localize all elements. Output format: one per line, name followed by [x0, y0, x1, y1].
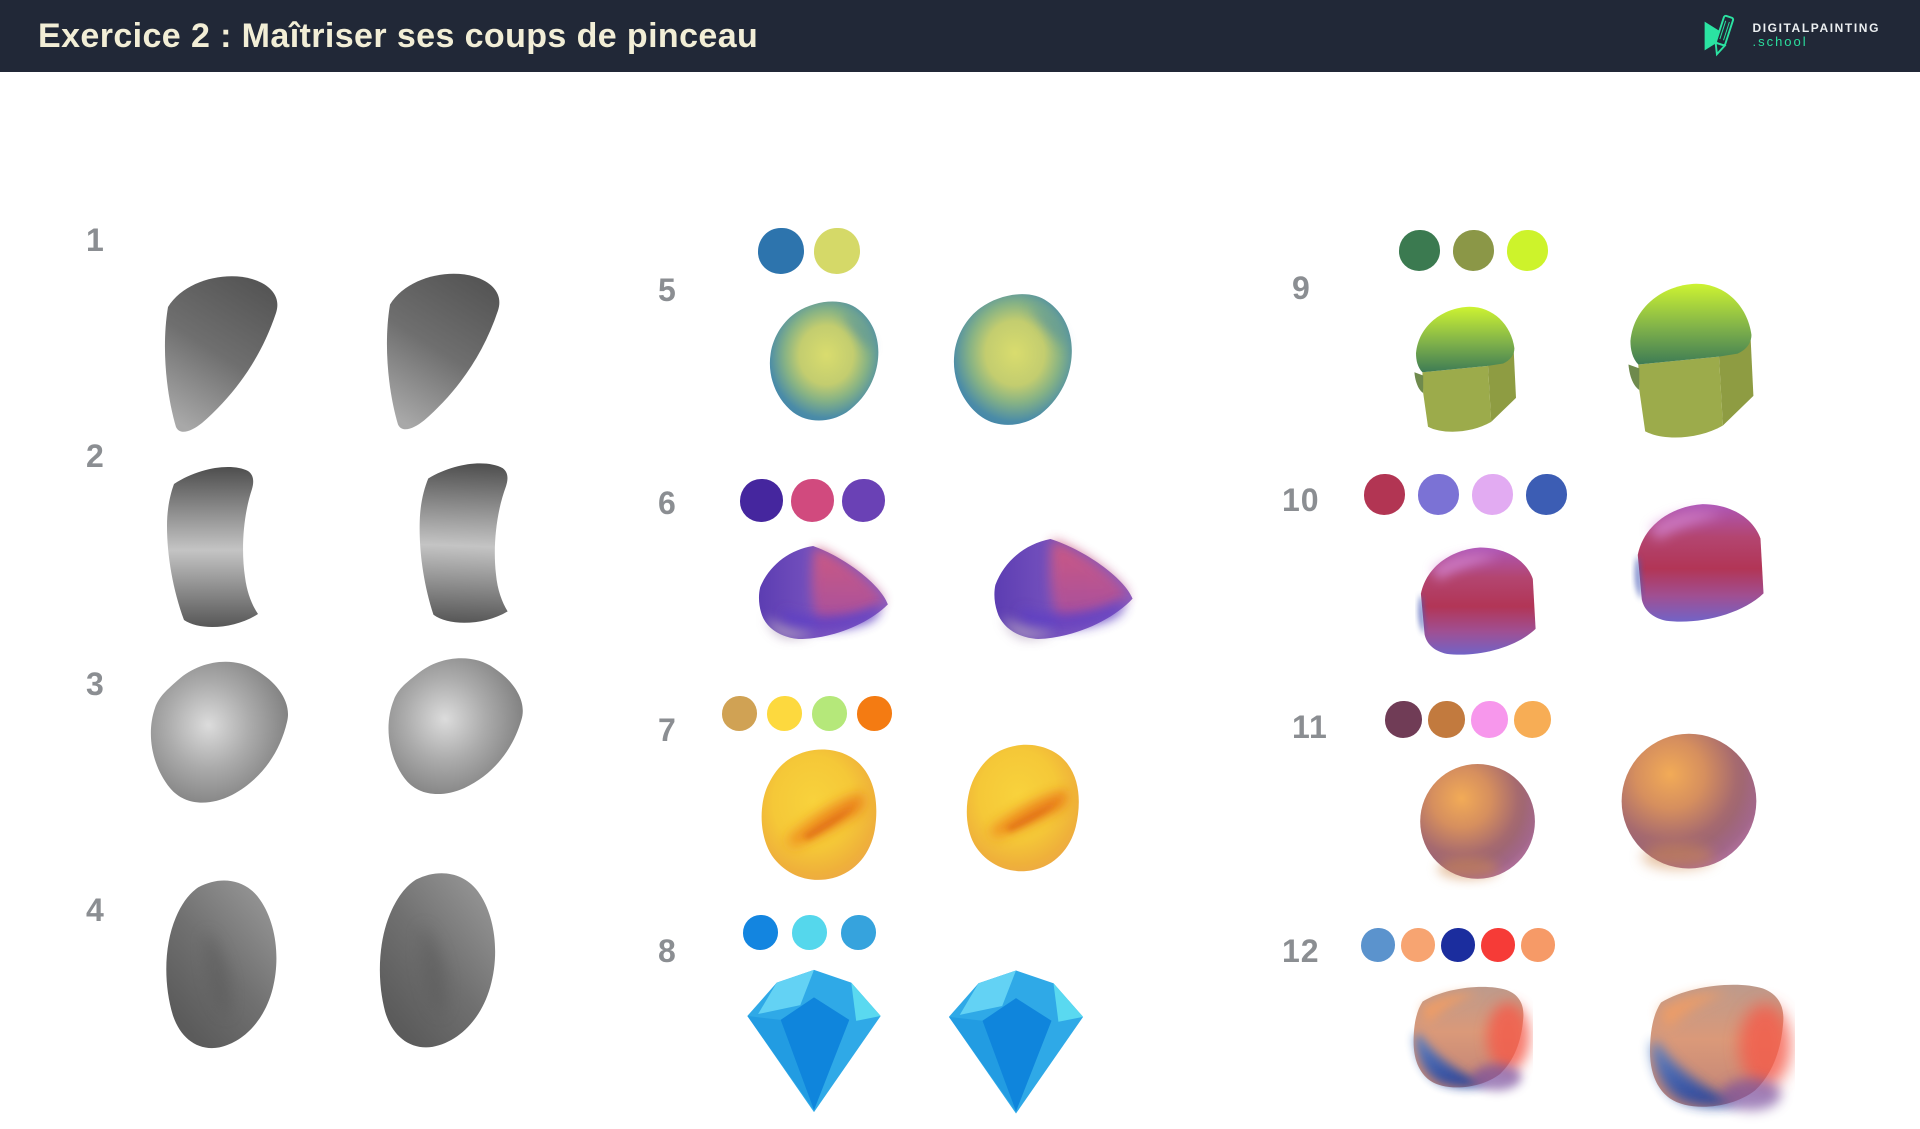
exercise-3-number: 3	[86, 666, 105, 702]
exercise-5-number: 5	[658, 272, 677, 308]
exercise-6-palette	[740, 479, 885, 522]
palette-color-dot	[743, 915, 778, 950]
exercise-2-number: 2	[86, 438, 105, 474]
palette-color-dot	[1526, 474, 1567, 515]
digitalpainting-logo: DIGITALPAINTING .school	[1696, 13, 1880, 59]
palette-color-dot	[857, 696, 892, 731]
palette-color-dot	[1471, 701, 1508, 738]
exercise-7-artwork-right	[945, 732, 1092, 879]
palette-color-dot	[792, 915, 827, 950]
palette-color-dot	[1361, 928, 1395, 962]
exercise-9-artwork-left	[1392, 287, 1532, 452]
exercise-2-artwork-left	[138, 462, 298, 632]
palette-color-dot	[1385, 701, 1422, 738]
exercise-5-palette	[758, 228, 860, 274]
exercise-9-palette	[1399, 230, 1548, 271]
header-bar: Exercice 2 : Maîtriser ses coups de pinc…	[0, 0, 1920, 72]
palette-color-dot	[814, 228, 860, 274]
exercise-1-artwork-left	[140, 267, 290, 442]
exercise-10-number: 10	[1282, 482, 1320, 518]
palette-color-dot	[1514, 701, 1551, 738]
exercise-11-palette	[1385, 701, 1551, 738]
palette-color-dot	[767, 696, 802, 731]
exercise-5-artwork-left	[748, 294, 898, 434]
palette-color-dot	[842, 479, 885, 522]
palette-color-dot	[1401, 928, 1435, 962]
palette-color-dot	[1364, 474, 1405, 515]
exercise-8-palette	[743, 915, 876, 950]
exercise-11-artwork-left	[1412, 750, 1544, 890]
exercise-2-artwork-right	[387, 451, 553, 634]
exercise-3-artwork-right	[362, 643, 546, 824]
exercise-6-number: 6	[658, 485, 677, 521]
palette-color-dot	[1418, 474, 1459, 515]
exercise-9-number: 9	[1292, 270, 1311, 306]
palette-color-dot	[812, 696, 847, 731]
exercise-10-artwork-right	[1608, 494, 1773, 636]
palette-color-dot	[1507, 230, 1548, 271]
exercise-sheet-page: { "header": { "title": "Exercice 2 : Maî…	[0, 0, 1920, 1080]
palette-color-dot	[1428, 701, 1465, 738]
exercise-11-artwork-right	[1612, 718, 1767, 881]
exercise-9-artwork-right	[1598, 270, 1776, 452]
palette-color-dot	[758, 228, 804, 274]
palette-color-dot	[740, 479, 783, 522]
exercise-6-artwork-left	[742, 532, 897, 654]
logo-brand-text: DIGITALPAINTING	[1752, 20, 1880, 35]
exercise-4-artwork-right	[347, 861, 522, 1059]
pencil-play-logo-icon	[1705, 14, 1735, 57]
exercise-8-number: 8	[658, 933, 677, 969]
palette-color-dot	[1472, 474, 1513, 515]
exercise-8-artwork-left	[740, 964, 888, 1116]
exercise-12-artwork-left	[1393, 974, 1533, 1104]
exercise-12-number: 12	[1282, 933, 1320, 969]
exercise-canvas: 1 2 3 4 5 6 7 8 9 10 11 12	[0, 72, 1920, 1080]
exercise-1-artwork-right	[362, 262, 512, 442]
palette-color-dot	[722, 696, 757, 731]
palette-color-dot	[1441, 928, 1475, 962]
exercise-12-palette	[1361, 928, 1555, 962]
exercise-7-palette	[722, 696, 892, 731]
exercise-4-number: 4	[86, 892, 105, 928]
palette-color-dot	[841, 915, 876, 950]
exercise-6-artwork-right	[973, 525, 1145, 653]
exercise-11-number: 11	[1292, 709, 1328, 745]
exercise-10-artwork-left	[1395, 537, 1543, 669]
exercise-4-artwork-left	[138, 870, 298, 1058]
exercise-7-artwork-left	[746, 742, 884, 884]
exercise-8-artwork-right	[942, 962, 1090, 1120]
palette-color-dot	[1399, 230, 1440, 271]
palette-color-dot	[1453, 230, 1494, 271]
palette-color-dot	[1521, 928, 1555, 962]
exercise-5-artwork-right	[934, 280, 1090, 446]
logo-domain-text: .school	[1752, 34, 1808, 50]
exercise-10-palette	[1364, 474, 1567, 515]
palette-color-dot	[1481, 928, 1515, 962]
exercise-3-artwork-left	[128, 654, 308, 824]
palette-color-dot	[791, 479, 834, 522]
exercise-12-artwork-right	[1625, 967, 1795, 1129]
exercise-7-number: 7	[658, 712, 677, 748]
page-title: Exercice 2 : Maîtriser ses coups de pinc…	[38, 16, 759, 55]
exercise-1-number: 1	[86, 222, 105, 258]
